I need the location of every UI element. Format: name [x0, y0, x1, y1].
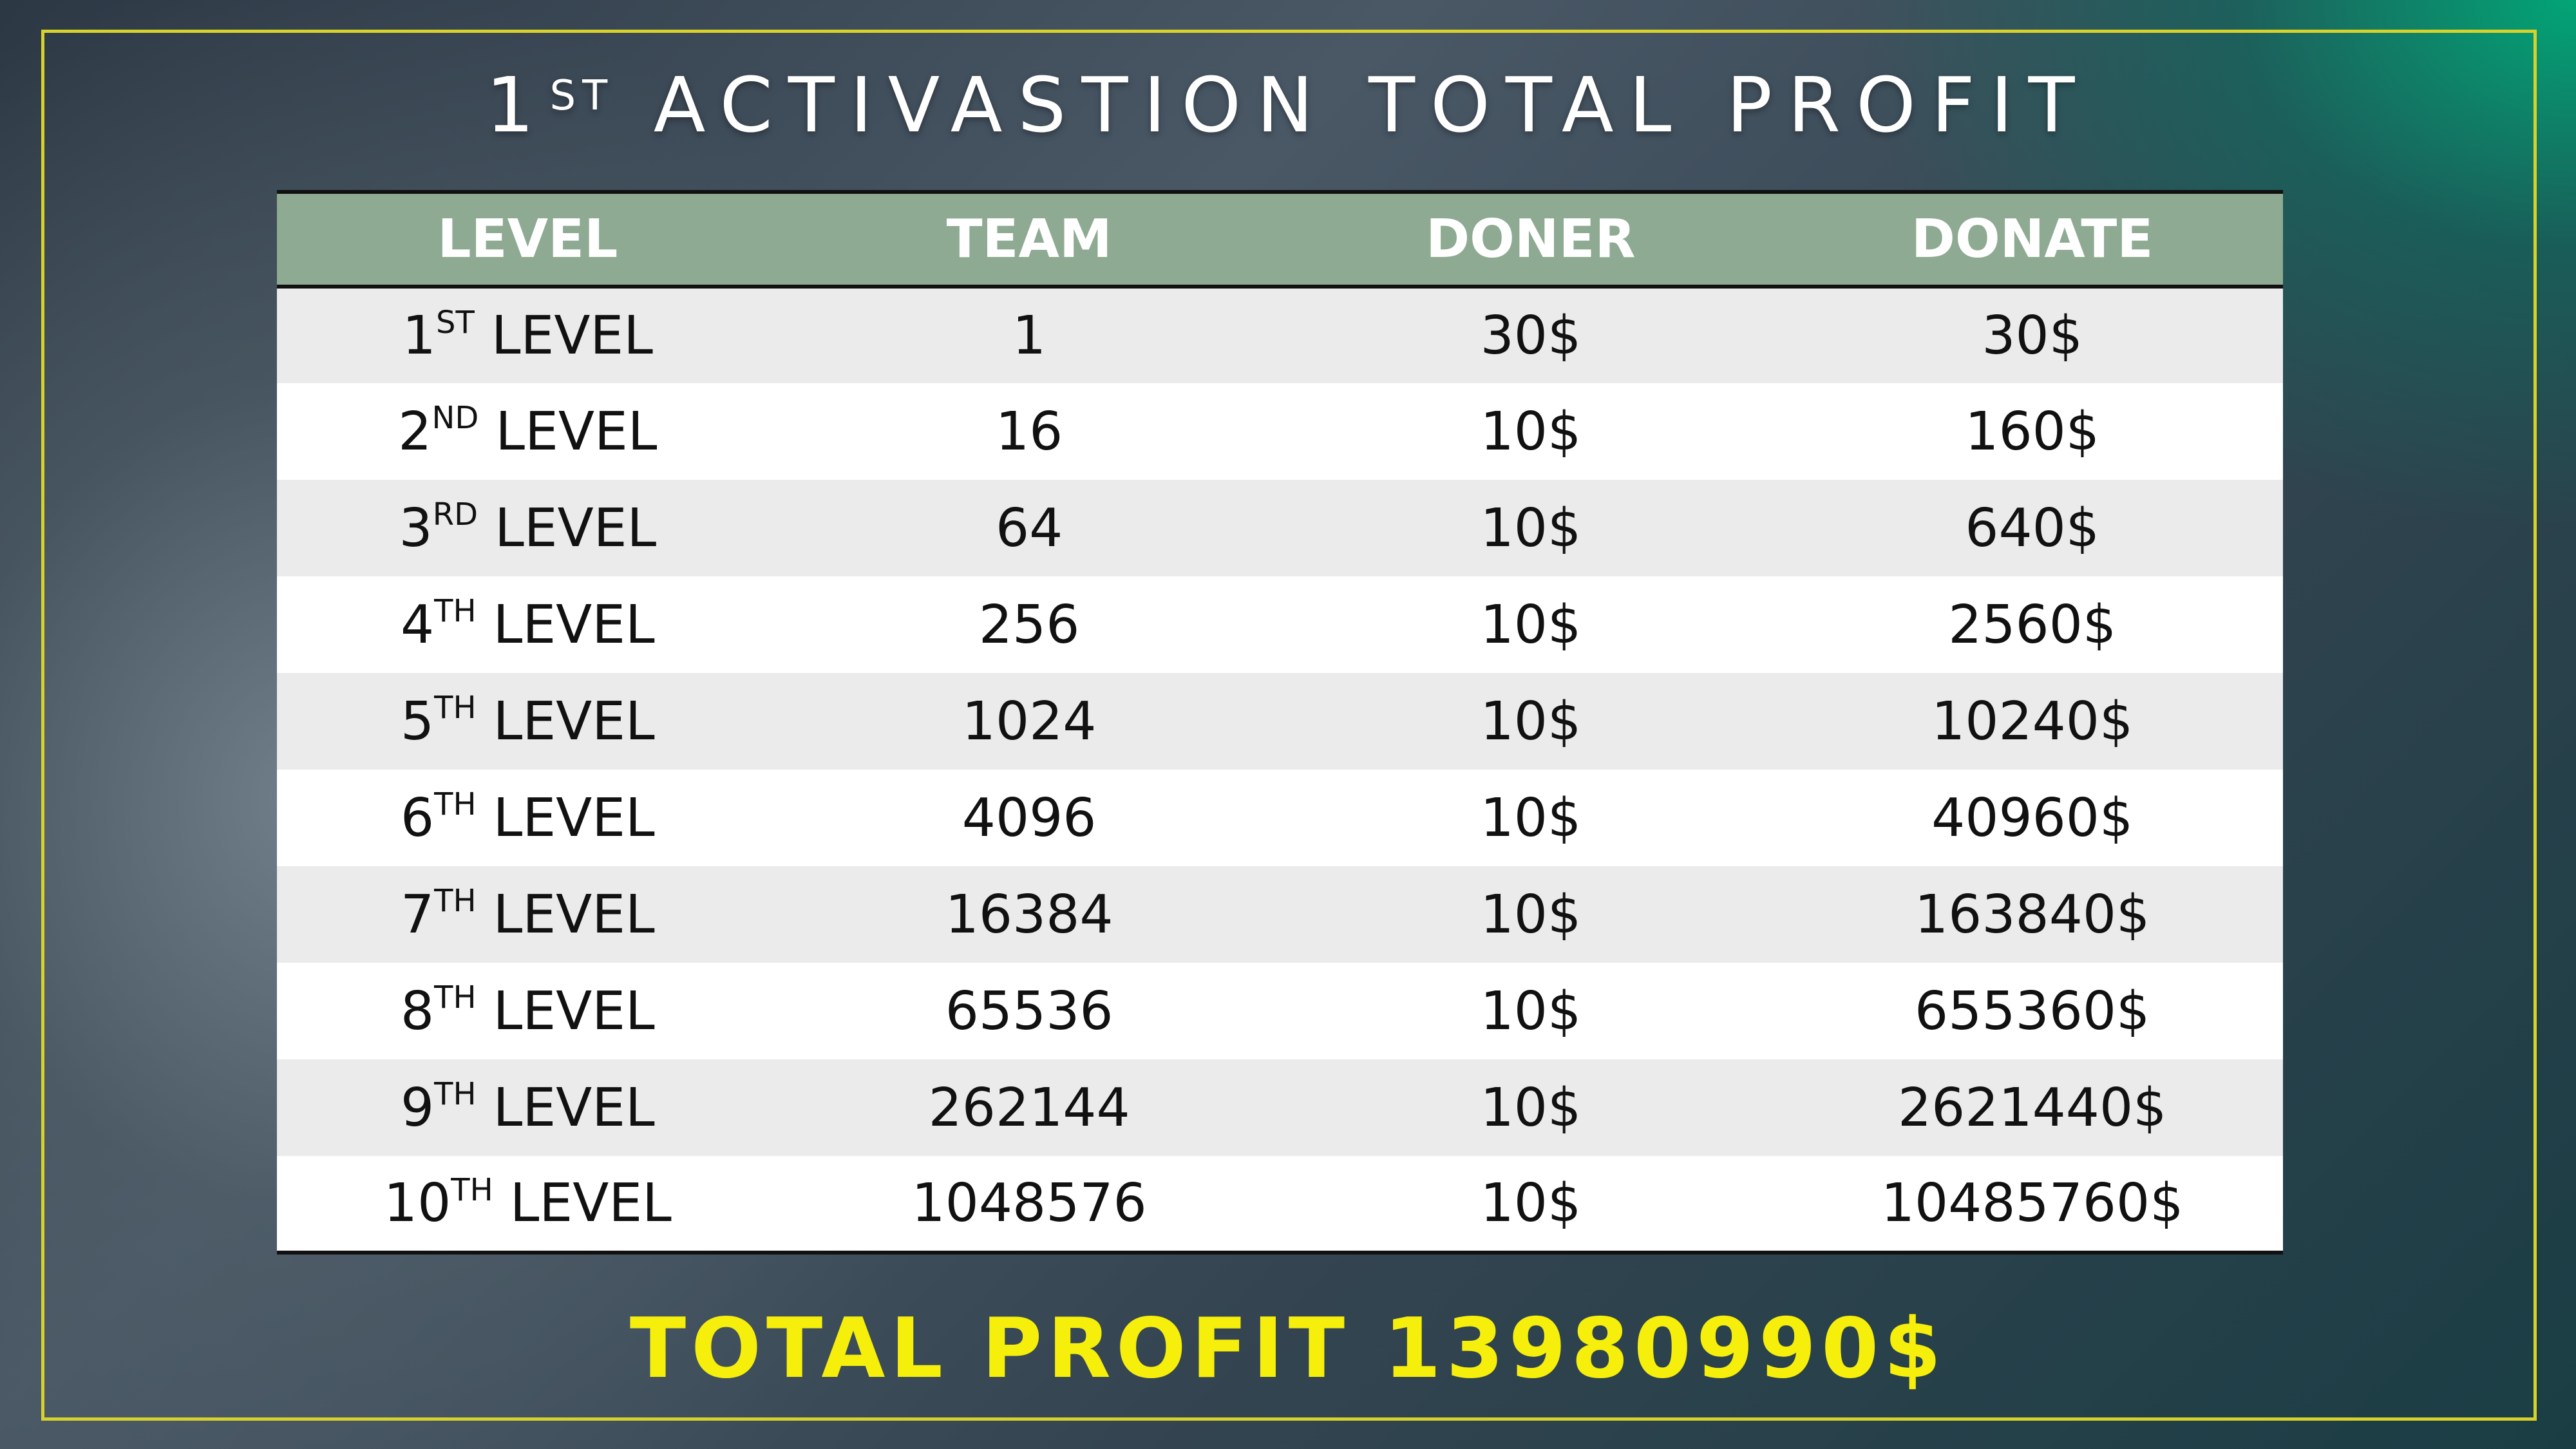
team-cell: 65536	[945, 980, 1113, 1042]
level-word: LEVEL	[495, 497, 657, 559]
level-number: 1	[402, 305, 436, 366]
team-cell: 16	[995, 401, 1063, 462]
doner-cell: 10$	[1480, 1077, 1582, 1139]
header-level: LEVEL	[277, 190, 779, 289]
level-word: LEVEL	[493, 594, 655, 656]
doner-cell: 10$	[1480, 594, 1582, 656]
donate-cell: 655360$	[1915, 980, 2150, 1042]
doner-cell: 10$	[1480, 787, 1582, 849]
table-row: 8TH LEVEL 65536 10$ 655360$	[277, 963, 2283, 1059]
header-row: LEVEL TEAM DONER DONATE	[277, 190, 2283, 289]
table-row: 1ST LEVEL 1 30$ 30$	[277, 287, 2283, 383]
total-profit-text: TOTAL PROFIT 13980990$	[629, 1301, 1947, 1397]
level-word: LEVEL	[493, 1077, 655, 1139]
donate-cell: 10240$	[1931, 690, 2134, 752]
level-word: LEVEL	[493, 787, 655, 849]
donate-cell: 640$	[1965, 497, 2099, 559]
doner-cell: 10$	[1480, 497, 1582, 559]
level-cell: 9TH LEVEL	[277, 1059, 779, 1156]
header-donate: DONATE	[1781, 190, 2283, 289]
title-number: 1	[486, 61, 550, 149]
level-number: 6	[400, 787, 435, 849]
team-cell: 1024	[961, 690, 1097, 752]
title-text: ACTIVASTION TOTAL PROFIT	[653, 61, 2090, 149]
table-row: 3RD LEVEL 64 10$ 640$	[277, 480, 2283, 576]
level-cell: 3RD LEVEL	[277, 480, 779, 576]
profit-table: LEVEL TEAM DONER DONATE 1ST LEVEL 1 30$ …	[277, 190, 2283, 1255]
level-word: LEVEL	[493, 884, 655, 945]
level-number: 3	[399, 497, 433, 559]
donate-cell: 2621440$	[1897, 1077, 2167, 1139]
level-suffix: TH	[434, 786, 477, 823]
doner-cell: 10$	[1480, 401, 1582, 462]
doner-cell: 10$	[1480, 884, 1582, 945]
level-number: 5	[400, 690, 435, 752]
level-number: 4	[400, 594, 435, 656]
table-row: 5TH LEVEL 1024 10$ 10240$	[277, 673, 2283, 770]
header-doner: DONER	[1280, 190, 1782, 289]
level-word: LEVEL	[509, 1173, 672, 1234]
doner-cell: 10$	[1280, 1156, 1782, 1255]
level-suffix: ST	[435, 304, 475, 341]
donate-cell: 163840$	[1915, 884, 2150, 945]
level-suffix: TH	[434, 690, 477, 726]
level-number: 9	[400, 1077, 435, 1139]
team-cell: 16384	[945, 884, 1113, 945]
level-suffix: TH	[434, 980, 477, 1016]
donate-cell: 160$	[1965, 401, 2099, 462]
level-number: 2	[398, 401, 432, 462]
level-number: 7	[400, 884, 435, 945]
table-row: 6TH LEVEL 4096 10$ 40960$	[277, 770, 2283, 866]
level-number: 8	[400, 980, 435, 1042]
level-suffix: TH	[434, 883, 477, 920]
level-word: LEVEL	[493, 690, 655, 752]
slide-border-frame	[41, 30, 2537, 1421]
table-row: 10TH LEVEL 1048576 10$ 10485760$	[277, 1156, 2283, 1255]
header-team: TEAM	[778, 190, 1280, 289]
table-header: LEVEL TEAM DONER DONATE	[277, 190, 2283, 289]
team-cell: 1048576	[778, 1156, 1280, 1255]
level-cell: 10TH LEVEL	[277, 1156, 779, 1255]
doner-cell: 10$	[1480, 690, 1582, 752]
doner-cell: 10$	[1480, 980, 1582, 1042]
title-ordinal-suffix: ST	[549, 72, 614, 120]
team-cell: 4096	[961, 787, 1097, 849]
level-cell: 5TH LEVEL	[277, 673, 779, 770]
donate-cell: 30$	[1982, 305, 2083, 366]
level-suffix: TH	[434, 1076, 477, 1113]
donate-cell: 10485760$	[1781, 1156, 2283, 1255]
level-cell: 1ST LEVEL	[277, 287, 779, 383]
level-cell: 7TH LEVEL	[277, 866, 779, 963]
donate-cell: 2560$	[1948, 594, 2117, 656]
level-cell: 6TH LEVEL	[277, 770, 779, 866]
team-cell: 1	[1012, 305, 1046, 366]
level-word: LEVEL	[491, 305, 653, 366]
team-cell: 64	[995, 497, 1063, 559]
level-word: LEVEL	[495, 401, 658, 462]
table-row: 9TH LEVEL 262144 10$ 2621440$	[277, 1059, 2283, 1156]
table-row: 4TH LEVEL 256 10$ 2560$	[277, 576, 2283, 673]
level-suffix: TH	[451, 1171, 493, 1208]
table-body: 1ST LEVEL 1 30$ 30$ 2ND LEVEL 16 10$ 160…	[277, 287, 2283, 1255]
level-word: LEVEL	[493, 980, 655, 1042]
level-cell: 2ND LEVEL	[277, 383, 779, 480]
level-cell: 8TH LEVEL	[277, 963, 779, 1059]
slide-title: 1ST ACTIVASTION TOTAL PROFIT	[0, 57, 2576, 153]
doner-cell: 30$	[1480, 305, 1582, 366]
table-row: 7TH LEVEL 16384 10$ 163840$	[277, 866, 2283, 963]
level-suffix: ND	[431, 400, 479, 437]
team-cell: 256	[978, 594, 1080, 656]
level-number: 10	[383, 1173, 451, 1234]
table-row: 2ND LEVEL 16 10$ 160$	[277, 383, 2283, 480]
team-cell: 262144	[928, 1077, 1130, 1139]
donate-cell: 40960$	[1931, 787, 2134, 849]
level-suffix: RD	[432, 497, 478, 533]
level-cell: 4TH LEVEL	[277, 576, 779, 673]
level-suffix: TH	[434, 593, 477, 630]
